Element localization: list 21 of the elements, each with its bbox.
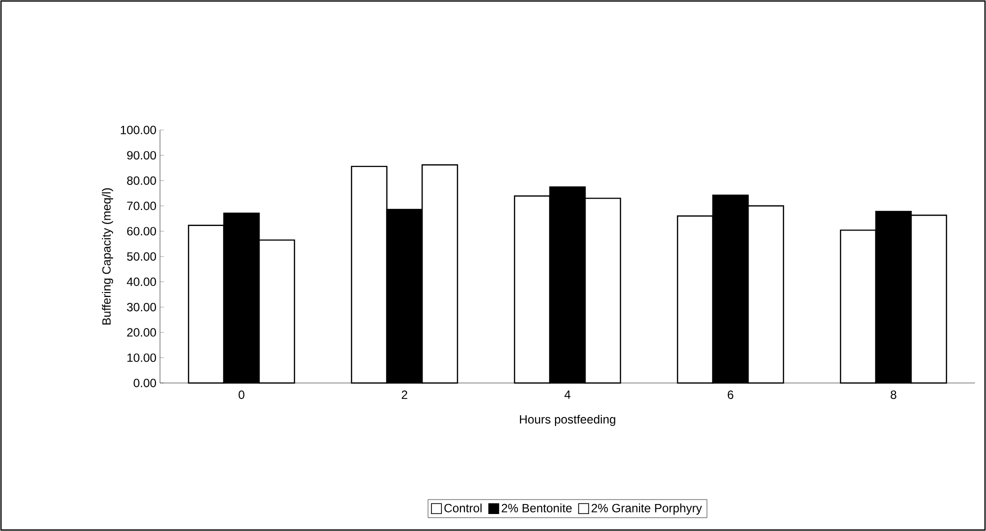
x-tick-label: 6	[728, 390, 734, 399]
y-tick-label: 10.00	[127, 353, 156, 362]
y-tick-label: 80.00	[127, 176, 156, 185]
legend-label: 2% Bentonite	[502, 504, 572, 512]
y-axis-title: Buffering Capacity (meq/l)	[102, 188, 114, 324]
x-axis-title: Hours postfeeding	[520, 414, 616, 426]
y-tick-label: 60.00	[127, 226, 156, 236]
y-tick-label: 100.00	[120, 126, 156, 134]
y-tick-label: 30.00	[127, 302, 156, 312]
x-tick-label: 8	[890, 390, 896, 399]
legend-label: Control	[444, 504, 482, 512]
x-tick-label: 2	[402, 390, 408, 399]
x-tick-label: 4	[564, 390, 570, 399]
legend-label: 2% Granite Porphyry	[592, 504, 702, 515]
y-tick-label: 70.00	[127, 202, 156, 210]
x-tick-label: 0	[238, 390, 244, 399]
y-tick-label: 20.00	[127, 328, 156, 337]
y-tick-label: 0.00	[134, 378, 156, 388]
y-tick-label: 90.00	[127, 151, 156, 160]
y-tick-label: 40.00	[126, 278, 156, 286]
y-tick-label: 50.00	[127, 252, 156, 261]
